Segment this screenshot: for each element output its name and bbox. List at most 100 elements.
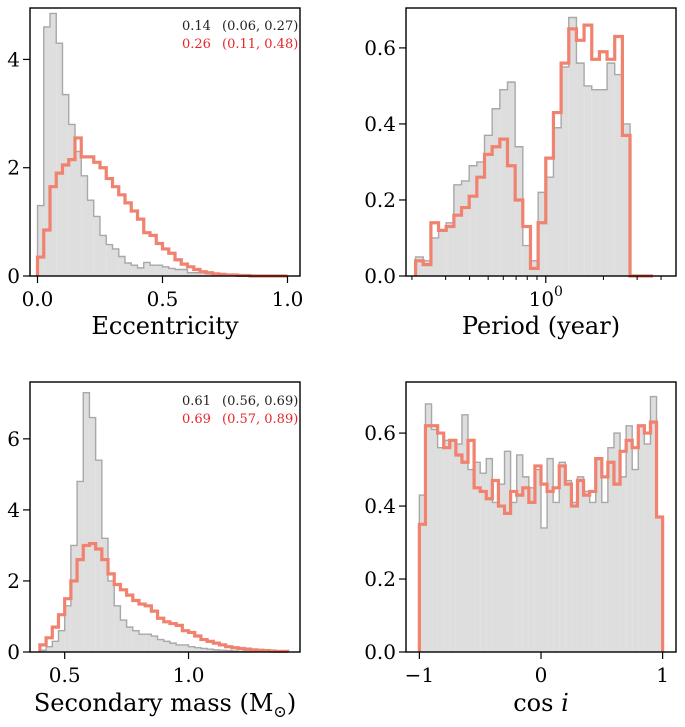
axes-frame: [29, 381, 301, 653]
bar-gray: [522, 245, 531, 276]
bar-gray: [114, 605, 121, 652]
bar-gray: [484, 135, 493, 276]
bar-gray: [507, 82, 516, 277]
bar-gray: [163, 641, 170, 652]
bar-gray: [157, 639, 164, 652]
bar-gray: [476, 161, 485, 276]
annotation-median: 0.14: [182, 19, 211, 34]
bar-gray: [622, 123, 631, 276]
bar-gray: [58, 630, 65, 652]
outline-gray: [39, 391, 288, 653]
bar-gray: [601, 502, 608, 652]
bar-gray: [70, 545, 78, 652]
bar-gray: [568, 17, 577, 277]
bar-gray: [504, 451, 511, 652]
bar-gray: [468, 469, 475, 652]
bar-gray: [93, 216, 100, 276]
bar-gray: [207, 649, 214, 652]
series-gray: [39, 391, 288, 653]
x-label-close: ): [287, 689, 296, 717]
bar-gray: [626, 425, 633, 652]
bar-gray: [620, 476, 627, 652]
bar-gray: [455, 444, 462, 652]
bar-gray: [607, 447, 614, 652]
bar-gray: [656, 517, 663, 652]
bar-gray: [43, 26, 50, 277]
bar-gray: [430, 237, 439, 276]
bar-gray: [486, 458, 493, 652]
bar-gray: [56, 43, 63, 276]
bar-gray: [87, 200, 94, 276]
annotation-median: 0.26: [182, 37, 211, 52]
panel-period: 100 0.0 0.2 0.4 0.6 Period (year): [364, 7, 677, 340]
bar-gray: [150, 265, 157, 276]
bar-gray: [538, 192, 546, 276]
bar-gray: [37, 205, 44, 276]
bar-gray: [492, 502, 499, 652]
bar-gray: [219, 650, 226, 652]
bar-gray: [151, 636, 158, 652]
bar-gray: [528, 487, 535, 652]
bar-gray: [461, 414, 469, 652]
series-gray: [418, 395, 664, 652]
bar-gray: [112, 248, 119, 276]
annotation-interval: (0.11, 0.48): [222, 37, 298, 52]
y-tick-label: 0.2: [364, 567, 396, 591]
x-axis-label: cos i: [513, 689, 569, 717]
x-tick-label: 0: [535, 663, 548, 687]
bar-gray: [510, 502, 517, 652]
series-gray: [414, 16, 654, 277]
y-tick-label: 0.2: [364, 188, 396, 212]
bar-gray: [534, 469, 541, 652]
bar-gray: [498, 484, 505, 652]
bar-gray: [62, 94, 69, 277]
bar-gray: [52, 641, 59, 652]
panel-ecc: 0.0 0.5 1.0 0 2 4 Eccentricity 0.14 (0.06, 0.27)…: [7, 7, 303, 340]
bar-gray: [553, 127, 562, 276]
bar-gray: [446, 222, 454, 276]
bar-gray: [118, 256, 125, 276]
x-tick-label: 0.5: [49, 663, 81, 687]
x-tick-label: 1: [656, 663, 669, 687]
bar-gray: [650, 396, 657, 652]
y-tick-label: 0.6: [364, 36, 396, 60]
bar-gray: [39, 650, 47, 652]
x-tick-exponent: 0: [554, 284, 563, 300]
bar-gray: [437, 447, 444, 652]
bar-gray: [449, 440, 456, 652]
bar-gray: [480, 473, 487, 652]
x-tick-label: 100: [529, 284, 563, 311]
bar-gray: [453, 184, 462, 276]
bar-gray: [50, 13, 57, 276]
series-red: [35, 136, 288, 278]
panel-cosi: −1 0 1 0.0 0.2 0.4 0.6 cos i: [364, 381, 677, 717]
bar-gray: [591, 89, 600, 276]
bar-gray: [108, 580, 115, 652]
bar-gray: [516, 454, 523, 652]
bar-gray: [100, 235, 107, 276]
bar-gray: [83, 392, 90, 652]
bar-gray: [561, 66, 569, 276]
bar-gray: [137, 267, 144, 276]
bar-gray: [469, 165, 477, 276]
bar-gray: [522, 476, 529, 652]
bar-gray: [425, 403, 432, 652]
x-label-subscript: ⊙: [273, 702, 286, 721]
y-tick-label: 2: [7, 156, 20, 180]
bar-gray: [145, 634, 152, 652]
bar-gray: [438, 230, 447, 276]
bar-gray: [576, 63, 585, 276]
series-red: [417, 420, 665, 652]
bar-gray: [106, 244, 113, 276]
bar-gray: [443, 440, 450, 652]
bar-gray: [599, 89, 608, 276]
bar-gray: [125, 263, 132, 276]
bar-gray: [176, 644, 183, 652]
bar-gray: [68, 124, 75, 276]
bar-gray: [95, 460, 102, 652]
bar-gray: [431, 429, 438, 652]
bar-gray: [132, 630, 139, 652]
x-label-i: i: [561, 689, 569, 717]
annotation-interval: (0.06, 0.27): [222, 19, 298, 34]
